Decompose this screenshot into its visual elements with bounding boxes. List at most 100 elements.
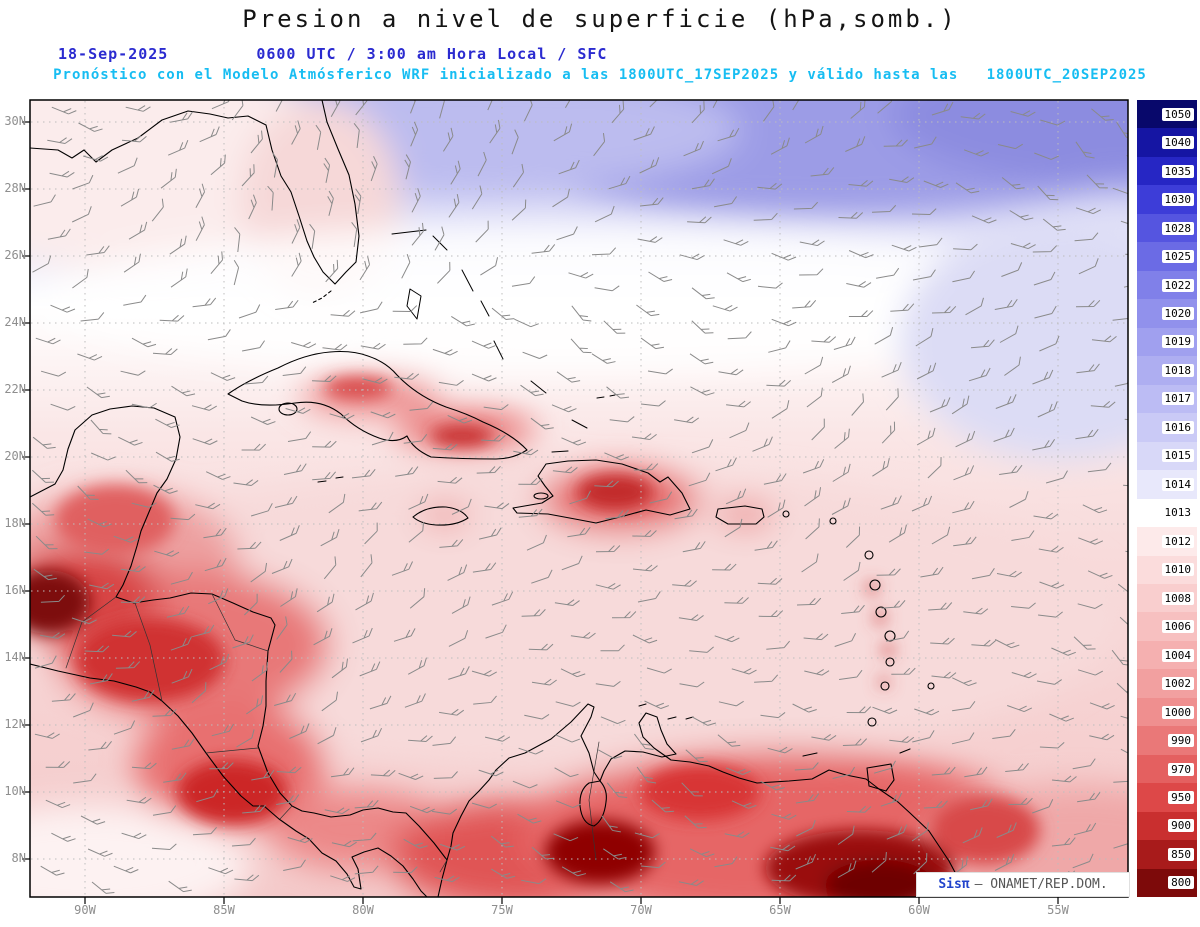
colorbar-value: 1004 xyxy=(1161,648,1194,662)
lon-tick-label: 65W xyxy=(769,903,791,917)
colorbar-segment: 1050 xyxy=(1137,100,1197,129)
colorbar-value: 1014 xyxy=(1161,477,1194,491)
watermark-brand: Sisπ xyxy=(938,877,970,892)
datetime-line: 18-Sep-2025 0600 UTC / 3:00 am Hora Local… xyxy=(58,45,607,63)
colorbar-segment: 1020 xyxy=(1137,299,1197,328)
cuba xyxy=(227,350,528,460)
colorbar-value: 970 xyxy=(1168,762,1194,776)
wind-barbs xyxy=(31,100,1128,894)
tobago xyxy=(899,748,911,754)
colorbar-segment: 1006 xyxy=(1137,612,1197,641)
hispaniola xyxy=(512,459,691,524)
lon-tick-label: 85W xyxy=(213,903,235,917)
colorbar-segment: 1013 xyxy=(1137,498,1197,528)
colorbar-segment: 970 xyxy=(1137,754,1197,784)
colorbar-value: 850 xyxy=(1168,847,1194,861)
gonave-island xyxy=(533,492,549,500)
graticule-gridlines xyxy=(31,101,1127,896)
lat-tick-label: 20N xyxy=(4,449,26,463)
colorbar-segment: 950 xyxy=(1137,783,1197,812)
lat-tick-label: 28N xyxy=(4,181,26,195)
colorbar-value: 1018 xyxy=(1161,363,1194,377)
lat-tick-label: 12N xyxy=(4,717,26,731)
colorbar-segment: 1008 xyxy=(1137,583,1197,613)
colorbar-segment: 1014 xyxy=(1137,470,1197,499)
lon-tick-label: 70W xyxy=(630,903,652,917)
trinidad xyxy=(866,763,895,792)
lat-tick-label: 18N xyxy=(4,516,26,530)
colorbar-value: 1040 xyxy=(1161,136,1194,150)
colorbar-value: 950 xyxy=(1168,790,1194,804)
lon-tick-label: 60W xyxy=(908,903,930,917)
colorbar-segment: 1028 xyxy=(1137,213,1197,243)
abc-islands xyxy=(638,703,694,720)
colorbar-value: 1012 xyxy=(1161,534,1194,548)
lake-maracaibo xyxy=(579,780,607,827)
lat-tick-label: 26N xyxy=(4,248,26,262)
isla-juventud xyxy=(278,402,298,416)
lon-tick-label: 80W xyxy=(352,903,374,917)
forecast-line: Pronóstico con el Modelo Atmósferico WRF… xyxy=(53,67,1147,83)
colorbar-value: 900 xyxy=(1168,819,1194,833)
map-frame xyxy=(29,99,1129,898)
colorbar-value: 1030 xyxy=(1161,193,1194,207)
lat-tick-label: 14N xyxy=(4,650,26,664)
colorbar-value: 1015 xyxy=(1161,449,1194,463)
colorbar-segment: 900 xyxy=(1137,811,1197,841)
axis-ticks xyxy=(22,121,1059,904)
colorbar-value: 990 xyxy=(1168,734,1194,748)
bahamas xyxy=(391,229,616,429)
colorbar-segment: 1012 xyxy=(1137,527,1197,556)
margarita-island xyxy=(802,752,818,757)
colorbar-value: 1013 xyxy=(1161,506,1194,520)
lesser-antilles xyxy=(782,510,935,727)
colorbar-value: 1002 xyxy=(1161,677,1194,691)
watermark: Sisπ — ONAMET/REP.DOM. xyxy=(916,872,1130,897)
colorbar-value: 1016 xyxy=(1161,420,1194,434)
country-borders xyxy=(65,593,600,873)
lon-tick-label: 90W xyxy=(74,903,96,917)
lat-tick-label: 22N xyxy=(4,382,26,396)
colorbar-value: 1019 xyxy=(1161,335,1194,349)
colorbar-segment: 1004 xyxy=(1137,640,1197,670)
colorbar-segment: 1022 xyxy=(1137,270,1197,300)
lat-tick-label: 30N xyxy=(4,114,26,128)
colorbar-segment: 1018 xyxy=(1137,356,1197,385)
colorbar-segment: 1000 xyxy=(1137,697,1197,727)
pressure-colorbar: 1050 1040 1035 1030 1028 1025 1022 1020 1019 1018… xyxy=(1137,100,1197,898)
colorbar-segment: 1035 xyxy=(1137,156,1197,186)
colorbar-value: 1010 xyxy=(1161,563,1194,577)
puerto-rico xyxy=(715,505,765,525)
colorbar-value: 1022 xyxy=(1161,278,1194,292)
florida-keys xyxy=(311,290,332,304)
watermark-org: — ONAMET/REP.DOM. xyxy=(974,877,1108,892)
central-america-caribbean-coast xyxy=(30,405,448,897)
colorbar-value: 1017 xyxy=(1161,392,1194,406)
colorbar-segment: 1025 xyxy=(1137,242,1197,271)
colorbar-segment: 1015 xyxy=(1137,441,1197,471)
run-time: 0600 UTC / 3:00 am Hora Local / SFC xyxy=(256,45,608,63)
colorbar-segment: 1017 xyxy=(1137,384,1197,414)
colorbar-value: 1006 xyxy=(1161,620,1194,634)
coastlines xyxy=(30,100,967,897)
colorbar-value: 800 xyxy=(1168,876,1194,890)
colorbar-segment: 1016 xyxy=(1137,413,1197,442)
colorbar-value: 1020 xyxy=(1161,307,1194,321)
cayman-islands xyxy=(317,476,344,483)
colorbar-value: 1000 xyxy=(1161,705,1194,719)
central-america-pacific-coast xyxy=(30,663,428,897)
colorbar-segment: 800 xyxy=(1137,868,1197,898)
page-title: Presion a nivel de superficie (hPa,somb.… xyxy=(242,5,958,33)
colorbar-segment: 850 xyxy=(1137,840,1197,869)
lat-tick-label: 24N xyxy=(4,315,26,329)
colorbar-value: 1025 xyxy=(1161,250,1194,264)
lon-tick-label: 55W xyxy=(1047,903,1069,917)
tortuga-island xyxy=(551,450,569,453)
colorbar-segment: 990 xyxy=(1137,726,1197,755)
colorbar-segment: 1010 xyxy=(1137,555,1197,584)
south-america-coast xyxy=(446,703,967,894)
colorbar-value: 1035 xyxy=(1161,164,1194,178)
lat-tick-label: 8N xyxy=(11,851,26,865)
colorbar-segment: 1030 xyxy=(1137,185,1197,214)
